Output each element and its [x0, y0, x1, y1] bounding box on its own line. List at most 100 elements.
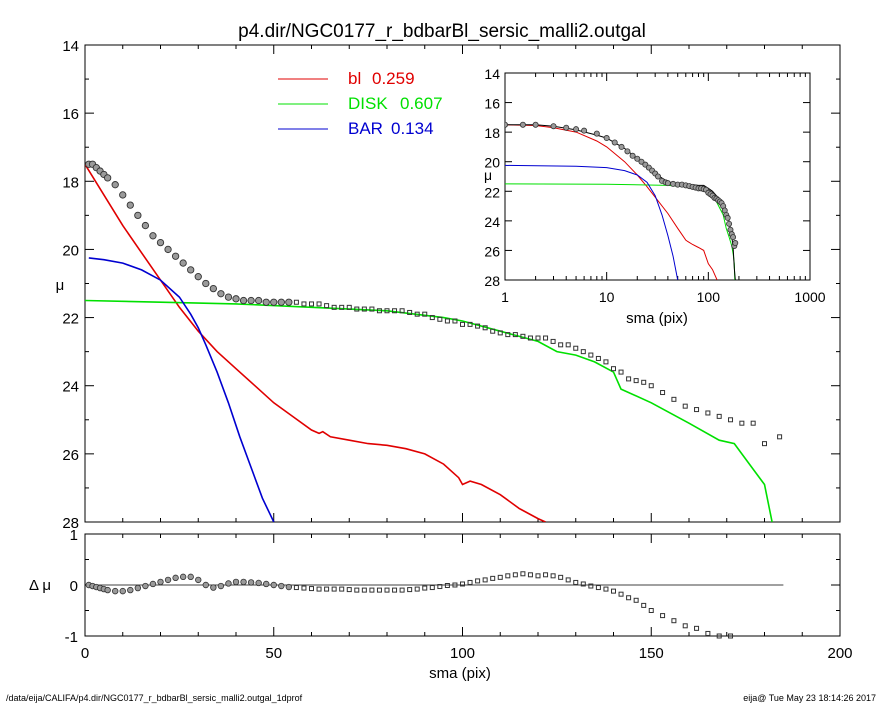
main-y-tick-label: 20 [62, 242, 79, 259]
main-data-point [573, 345, 579, 351]
residual-data-point [490, 575, 496, 581]
residual-data-point [301, 585, 307, 591]
inset-y-tick-label: 18 [484, 125, 500, 141]
main-data-point [565, 342, 571, 348]
residual-y-tick-label: 0 [70, 578, 78, 595]
residual-x-tick-labels: 0 50 100 150 200 [81, 645, 853, 662]
residual-data-point [716, 633, 722, 639]
main-data-point [611, 366, 616, 372]
residual-data-point [210, 584, 217, 591]
inset-x-tick-label: 1000 [794, 289, 825, 305]
residual-data-point [535, 573, 541, 579]
residual-data-point [225, 580, 232, 587]
main-data-point [705, 410, 711, 416]
residual-data-point [626, 595, 632, 601]
footer-file-path: /data/eija/CALIFA/p4.dir/NGC0177_r_bdbar… [6, 693, 303, 703]
residual-data-point [550, 573, 556, 579]
main-data-point [527, 335, 533, 341]
inset-data-point [629, 152, 636, 159]
main-data-point [301, 301, 307, 307]
main-data-point [217, 290, 225, 298]
main-data-point [588, 352, 594, 358]
main-data-point [422, 311, 428, 317]
main-data-point [331, 304, 337, 310]
residual-y-tick-label: -1 [65, 629, 78, 646]
main-data-point [452, 318, 458, 324]
main-data-point [641, 379, 647, 385]
main-data-point [694, 407, 700, 413]
inset-data-point [732, 240, 739, 247]
residual-data-point [119, 587, 126, 595]
main-data-point [232, 295, 240, 303]
main-data-point [247, 296, 255, 305]
residual-data-point [682, 623, 688, 629]
residual-data-point [270, 581, 277, 589]
residual-data-point [573, 579, 579, 585]
residual-data-point [728, 633, 734, 639]
inset-data-point [603, 135, 610, 142]
main-data-point [595, 355, 601, 361]
residual-data-point [195, 576, 202, 584]
main-y-tick-label: 16 [62, 106, 79, 123]
main-data-point [618, 369, 624, 375]
inset-data-point [730, 234, 737, 241]
residual-data-point [331, 586, 337, 592]
residual-data-point [285, 583, 293, 591]
residual-data-point [346, 587, 352, 593]
main-data-point [580, 349, 586, 355]
main-data-point [111, 181, 119, 189]
residual-data-point [497, 574, 503, 580]
inset-x-tick-labels: 1 10 100 1000 [501, 289, 826, 305]
residual-data-point [482, 577, 488, 583]
main-data-point [520, 333, 526, 339]
main-data-point [324, 303, 330, 309]
residual-data-point [376, 587, 382, 593]
residual-data-point [705, 630, 711, 636]
main-data-point [194, 273, 202, 281]
residual-data-point [247, 579, 255, 586]
residual-data-point [399, 587, 405, 593]
footer-user-timestamp: eija@ Tue May 23 18:14:26 2017 [743, 693, 876, 703]
residual-data-point [660, 613, 666, 619]
legend-label: bl [348, 69, 361, 88]
residual-data-point [232, 578, 240, 586]
residual-data-point [611, 588, 616, 594]
residual-x-axis-label: sma (pix) [429, 665, 491, 682]
residual-data-point [361, 587, 367, 593]
inset-data-point [581, 127, 588, 134]
residual-x-tick-label: 0 [81, 645, 89, 662]
inset-data-point [624, 148, 631, 155]
residual-data-point [164, 576, 172, 584]
main-data-point [309, 301, 314, 307]
residual-data-point [384, 587, 390, 593]
main-data-point [164, 245, 172, 254]
main-data-point [354, 306, 360, 312]
main-data-point [475, 323, 481, 329]
inset-data-point [550, 123, 557, 130]
residual-data-point [324, 586, 330, 592]
main-axis-ticks [84, 44, 841, 523]
main-data-point [399, 308, 405, 314]
main-data-point [648, 383, 654, 389]
main-data-point [209, 284, 218, 293]
residual-data-point [467, 579, 473, 585]
residual-data-point [520, 571, 526, 577]
main-data-point [633, 378, 639, 384]
residual-data-point [172, 574, 179, 582]
main-data-point [141, 221, 150, 230]
residual-data-point [527, 572, 533, 578]
main-data-point [254, 296, 263, 305]
residual-data-point [392, 587, 398, 593]
inset-data-points [505, 121, 739, 249]
main-series-line-bl [85, 163, 546, 522]
residual-data-point [618, 591, 624, 597]
residual-data-point [263, 580, 270, 588]
main-data-point [460, 321, 465, 327]
residual-x-tick-label: 150 [639, 645, 664, 662]
main-data-points [85, 160, 783, 447]
residual-y-tick-label: 1 [70, 527, 78, 544]
residual-data-point [293, 585, 299, 591]
main-y-tick-label: 24 [62, 379, 79, 396]
inset-y-tick-label: 26 [484, 243, 500, 259]
